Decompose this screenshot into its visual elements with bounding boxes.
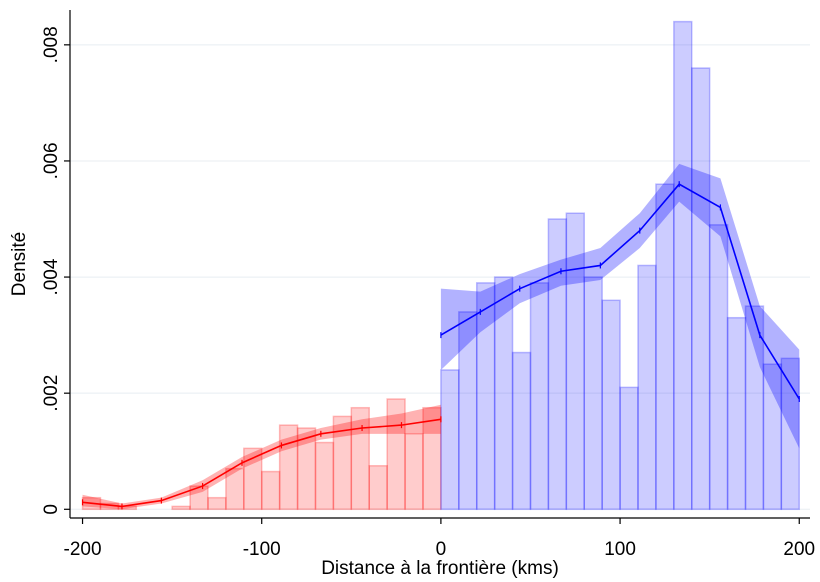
bar (673, 20, 693, 511)
bar (475, 282, 496, 511)
bar (278, 424, 299, 511)
bar (332, 415, 353, 511)
y-tick-label: .004 (41, 258, 62, 295)
x-tick-label: 100 (604, 539, 636, 560)
bar (762, 363, 783, 511)
y-tick-label: .008 (41, 26, 62, 63)
bar (619, 386, 639, 511)
y-tick-label: .006 (41, 142, 62, 179)
y-tick-label: .002 (41, 375, 62, 412)
fit-line (440, 183, 800, 400)
bar (565, 212, 585, 511)
bar (189, 485, 209, 511)
x-tick-label: -100 (243, 539, 281, 560)
bar (726, 316, 747, 511)
bar (601, 299, 621, 511)
bar (296, 427, 317, 511)
bar (225, 467, 245, 511)
bar (690, 67, 711, 511)
bar (493, 276, 514, 511)
bar (440, 369, 460, 511)
y-axis-title: Densité (9, 232, 30, 296)
confidence-band (440, 163, 800, 449)
bar (708, 224, 729, 511)
bar (529, 282, 550, 511)
bar (404, 433, 424, 511)
bar (243, 447, 263, 511)
x-tick-label: 0 (436, 539, 447, 560)
bar (547, 218, 568, 511)
bar (637, 264, 657, 511)
bar (458, 311, 478, 511)
fit-line (82, 418, 442, 508)
x-tick-label: 200 (783, 539, 815, 560)
bar (314, 441, 335, 511)
bar (583, 276, 603, 511)
bar (207, 496, 227, 511)
bar (368, 464, 388, 511)
confidence-band (82, 404, 441, 510)
y-tick-label: 0 (41, 504, 62, 515)
bar (655, 183, 675, 511)
bar (171, 505, 191, 511)
bar (260, 470, 281, 511)
x-axis-title: Distance à la frontière (kms) (321, 558, 559, 579)
bar (350, 406, 370, 511)
x-tick-label: -200 (64, 539, 102, 560)
bar (780, 357, 800, 511)
bar (744, 305, 765, 511)
bar (511, 351, 532, 511)
bar (422, 406, 442, 511)
